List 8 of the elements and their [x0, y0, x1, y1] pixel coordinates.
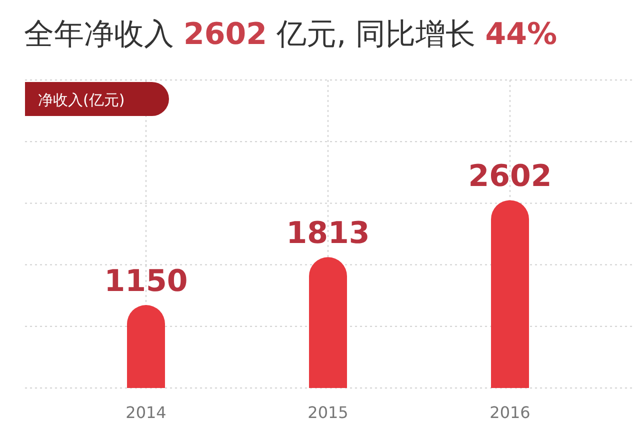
- x-tick-label: 2015: [308, 403, 348, 422]
- x-tick-label: 2016: [490, 403, 530, 422]
- data-label: 1813: [286, 216, 370, 252]
- annotation: 净收入(亿元): [25, 82, 169, 116]
- chart-title: 全年净收入 2602 亿元, 同比增长 44%: [24, 17, 558, 52]
- data-label: 1150: [104, 264, 188, 299]
- x-tick-label: 2014: [126, 403, 166, 422]
- data-label: 2602: [468, 159, 552, 194]
